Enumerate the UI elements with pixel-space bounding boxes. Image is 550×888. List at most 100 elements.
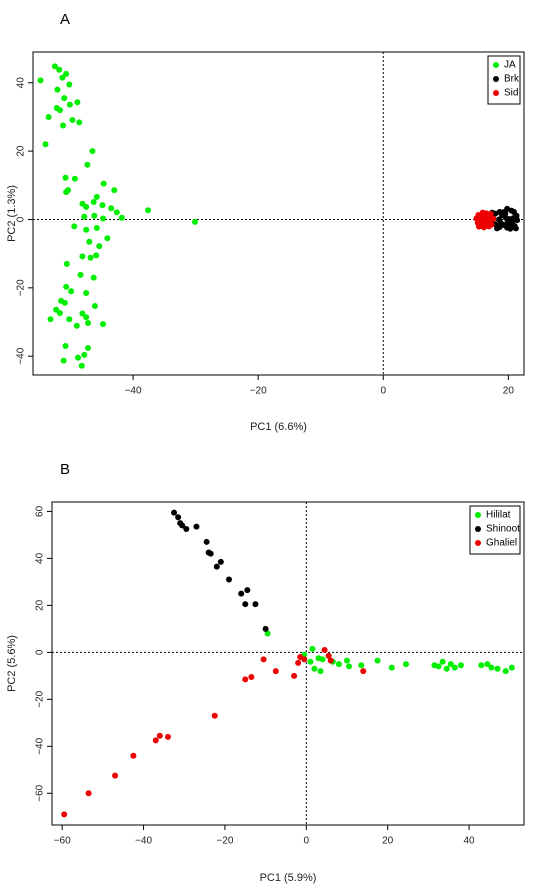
data-point-ja [84, 161, 91, 168]
data-point-hililat [346, 663, 353, 670]
data-point-ja [100, 321, 107, 328]
data-point-brk [514, 217, 521, 224]
data-point-ghaliel [152, 737, 159, 744]
data-point-hililat [319, 656, 326, 663]
data-point-hililat [508, 664, 515, 671]
data-point-ja [47, 316, 54, 323]
data-point-shinoot [238, 590, 245, 597]
data-point-ja [66, 316, 73, 323]
data-point-ja [108, 205, 115, 212]
data-point-shinoot [175, 514, 182, 521]
y-axis-label: PC2 (1.3%) [6, 185, 18, 242]
data-point-ja [56, 107, 63, 114]
data-point-brk [502, 210, 509, 217]
data-point-ja [89, 148, 96, 155]
data-point-ja [104, 235, 111, 242]
x-axis-label: PC1 (6.6%) [250, 421, 307, 433]
data-point-ja [86, 238, 93, 245]
data-point-hililat [484, 661, 491, 668]
data-point-ghaliel [164, 733, 171, 740]
data-point-hililat [388, 664, 395, 671]
data-point-ja [81, 213, 88, 220]
data-point-shinoot [203, 538, 210, 545]
chart-panel-A: A −40 −20 0 20 −40 −20 0 20 40 PC1 (6.6%) PC2 (1.3%… [6, 11, 525, 433]
data-point-hililat [309, 645, 316, 652]
legend: JA Brk Sid [487, 55, 521, 105]
y-tick-label: 20 [16, 145, 27, 157]
data-point-ja [60, 357, 67, 364]
plot-frame [32, 51, 525, 376]
data-point-ja [63, 189, 70, 196]
data-point-ja [62, 174, 69, 181]
data-point-ja [79, 253, 86, 260]
data-point-ghaliel [112, 772, 119, 779]
plot-frame [51, 501, 525, 826]
data-point-ja [59, 74, 66, 81]
data-point-shinoot [244, 587, 251, 594]
data-point-ja [51, 63, 58, 70]
data-point-ghaliel [130, 752, 137, 759]
x-tick-label: 40 [464, 836, 476, 847]
legend-marker-shinoot [475, 526, 481, 532]
data-point-hililat [317, 668, 324, 675]
data-point-ja [145, 207, 152, 214]
data-point-sid [475, 223, 482, 230]
data-point-ja [96, 243, 103, 250]
legend-label-brk: Brk [504, 74, 520, 85]
data-point-ja [63, 260, 70, 267]
data-point-hililat [307, 658, 314, 665]
data-point-ja [68, 288, 75, 295]
data-point-hililat [358, 662, 365, 669]
data-point-ja [87, 254, 94, 261]
data-point-ghaliel [325, 652, 332, 659]
data-point-ghaliel [242, 676, 249, 683]
x-tick-label: 0 [380, 386, 386, 397]
legend-marker-hililat [475, 512, 481, 518]
y-tick-label: −60 [35, 784, 46, 801]
data-point-ja [75, 354, 82, 361]
legend-marker-ja [493, 62, 499, 68]
data-point-shinoot [226, 576, 232, 583]
data-point-hililat [264, 630, 271, 637]
data-point-hililat [488, 664, 495, 671]
data-point-ja [60, 122, 67, 129]
data-point-shinoot [217, 558, 224, 565]
x-tick-label: 20 [382, 836, 394, 847]
legend-label-ghaliel: Ghaliel [486, 538, 517, 549]
data-point-hililat [435, 663, 442, 670]
data-point-ja [78, 362, 85, 369]
data-point-ghaliel [156, 732, 163, 739]
data-point-sid [479, 209, 486, 216]
data-point-ja [63, 283, 70, 290]
data-point-shinoot [252, 601, 259, 608]
data-point-hililat [335, 661, 342, 668]
y-tick-label: 40 [16, 77, 27, 89]
data-point-ja [63, 70, 70, 77]
x-tick-label: −20 [216, 836, 233, 847]
data-point-hililat [502, 668, 509, 675]
data-point-shinoot [193, 523, 200, 530]
data-point-ja [42, 141, 49, 148]
x-tick-label: 20 [503, 386, 515, 397]
x-tick-label: −60 [54, 836, 71, 847]
data-point-ja [81, 351, 88, 358]
data-point-ja [85, 320, 92, 327]
legend-marker-brk [493, 76, 499, 82]
data-point-shinoot [242, 601, 249, 608]
data-point-hililat [443, 665, 450, 672]
data-point-ja [74, 99, 81, 106]
y-tick-label: −20 [16, 279, 27, 296]
data-point-ja [83, 203, 90, 210]
legend-marker-sid [493, 90, 499, 96]
data-point-ghaliel [301, 656, 308, 663]
data-point-hililat [403, 661, 409, 668]
panel-label: B [60, 461, 70, 478]
data-point-ja [66, 81, 73, 88]
data-point-hililat [344, 657, 350, 664]
data-point-hililat [494, 665, 501, 672]
data-point-hililat [457, 662, 464, 669]
data-point-ghaliel [360, 668, 367, 675]
data-point-ja [100, 215, 107, 222]
data-point-ghaliel [85, 790, 92, 797]
